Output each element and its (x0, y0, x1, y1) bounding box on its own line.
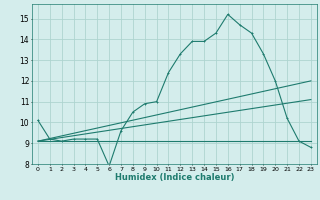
X-axis label: Humidex (Indice chaleur): Humidex (Indice chaleur) (115, 173, 234, 182)
